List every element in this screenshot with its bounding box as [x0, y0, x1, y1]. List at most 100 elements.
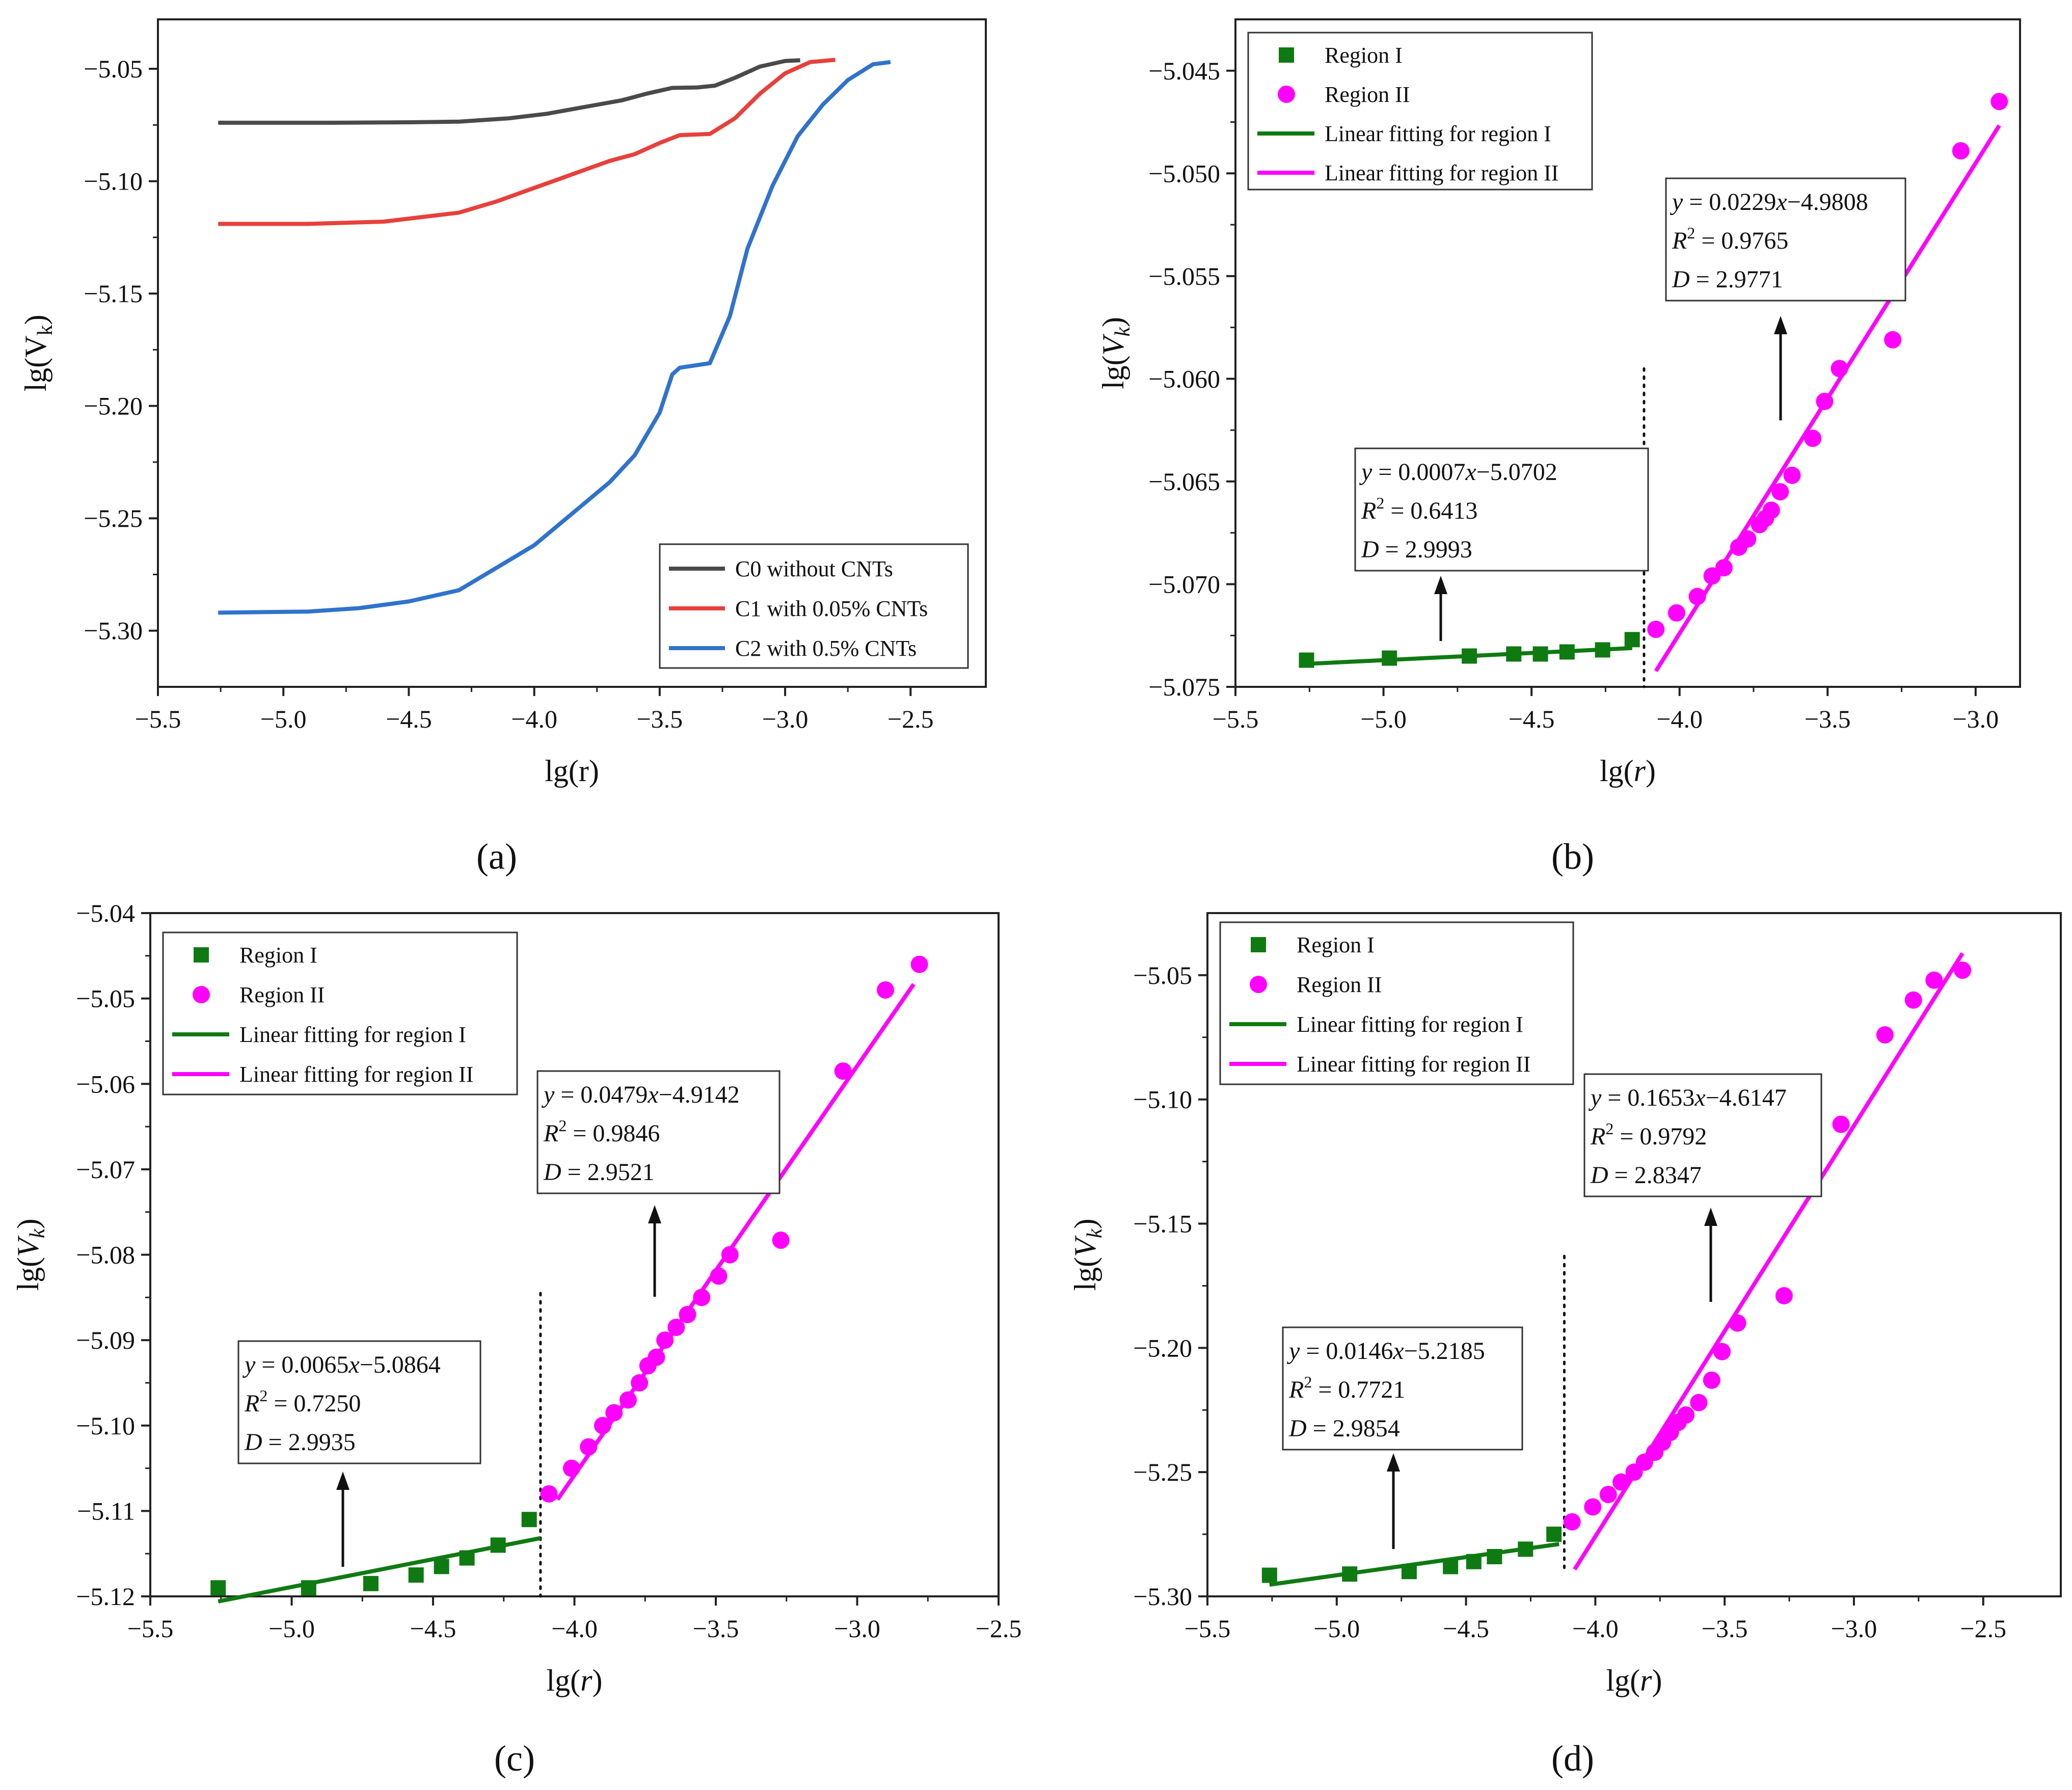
y-tick-label: −5.12 [76, 1582, 135, 1611]
x-tick-label: −3.5 [693, 1614, 739, 1643]
ann2-r-squared: R2 = 0.9765 [1672, 224, 1788, 254]
r2-sup: 2 [1304, 1373, 1312, 1391]
y-axis-label-var: V [1068, 1235, 1102, 1257]
eq-slope: = 0.0007 [1372, 459, 1465, 486]
eq-y: y [541, 1081, 555, 1108]
region1-point [1382, 650, 1397, 666]
ann2-box [1583, 1073, 1822, 1197]
y-tick-label: −5.065 [1148, 467, 1220, 496]
region2-point [1703, 1371, 1720, 1389]
ann1-r-squared: R2 = 0.7250 [244, 1386, 361, 1417]
region2-point [1884, 331, 1902, 349]
x-axis-label-post: ) [593, 1664, 603, 1697]
panel-caption-text: (b) [1551, 836, 1594, 877]
x-tick-label: −3.0 [762, 705, 809, 733]
x-tick-label: −4.0 [1572, 1614, 1619, 1643]
x-tick-label: −4.5 [386, 705, 432, 733]
series-line-1 [218, 58, 836, 226]
arrow1-head [1434, 576, 1447, 594]
legend-label-3: Linear fitting for region II [1325, 161, 1558, 185]
panel-caption: (c) [494, 1738, 535, 1779]
y-axis-label-close: ) [11, 1219, 45, 1229]
region2-point [1584, 1498, 1602, 1516]
d-var: D [543, 1159, 561, 1186]
ann2-box [536, 1070, 781, 1194]
x-tick-label: −2.5 [887, 705, 934, 733]
eq-slope: = 0.0479 [554, 1081, 648, 1108]
eq-y: y [1588, 1084, 1602, 1111]
x-tick-label: −5.5 [1185, 1614, 1231, 1643]
region1-point [490, 1537, 506, 1553]
d-var: D [1361, 536, 1379, 563]
x-tick-label: −5.0 [268, 1614, 315, 1643]
fit-line-region-1 [218, 1536, 541, 1604]
y-tick-label: −5.05 [84, 55, 143, 83]
region2-point [1688, 587, 1706, 605]
ann1-r-squared: R2 = 0.6413 [1361, 494, 1477, 524]
region2-point [679, 1305, 696, 1323]
region2-point [1771, 483, 1789, 501]
d-value: = 2.8347 [1608, 1162, 1702, 1189]
eq-slope: = 0.0229 [1683, 189, 1776, 216]
x-tick-label: −4.5 [1443, 1614, 1489, 1643]
y-axis-label-var: V [1096, 333, 1130, 355]
x-tick-label: −5.0 [1360, 705, 1407, 733]
r2-r: R [1672, 227, 1687, 254]
ann2-r-squared: R2 = 0.9792 [1590, 1119, 1707, 1150]
x-axis-label-pre: lg( [547, 1664, 581, 1697]
legend-label-2: Linear fitting for region I [1297, 1012, 1523, 1037]
legend-marker-circle [193, 986, 210, 1003]
r2-sup: 2 [259, 1386, 267, 1405]
region1-point [1462, 648, 1477, 664]
eq-slope: = 0.1653 [1601, 1084, 1694, 1111]
y-tick-label: −5.30 [1133, 1582, 1192, 1611]
eq-intercept: −4.6147 [1706, 1084, 1787, 1111]
region2-point [772, 1232, 790, 1249]
region2-point [1599, 1486, 1617, 1504]
y-tick-label: −5.060 [1148, 364, 1220, 393]
eq-x: x [1392, 1338, 1404, 1365]
x-tick-label: −5.5 [1213, 705, 1259, 733]
region2-point [1762, 501, 1780, 519]
x-tick-label: −3.0 [1952, 705, 1999, 733]
region2-point [910, 955, 928, 973]
legend-box [1247, 32, 1593, 191]
y-axis-label-var: V [11, 1235, 45, 1257]
plot-frame [1206, 912, 2062, 1597]
series-line-2 [218, 60, 891, 615]
region2-point [540, 1485, 558, 1503]
region1-point [1487, 1548, 1502, 1564]
legend-label-3: Linear fitting for region II [239, 1062, 473, 1087]
region1-point [1559, 644, 1575, 660]
eq-y: y [1670, 189, 1683, 216]
d-var: D [1288, 1415, 1307, 1442]
legend-label-2: C2 with 0.5% CNTs [735, 636, 917, 661]
x-tick-label: −4.0 [551, 1614, 598, 1643]
region2-point [693, 1289, 711, 1306]
region1-point [1466, 1554, 1482, 1569]
r2-value: = 0.7250 [267, 1390, 361, 1417]
r2-r: R [1361, 497, 1376, 524]
r2-value: = 0.6413 [1384, 497, 1477, 524]
x-axis-label: lg(r) [1600, 754, 1656, 788]
panel-caption: (d) [1551, 1738, 1594, 1779]
legend-label-3: Linear fitting for region II [1297, 1052, 1530, 1077]
region1-point [1624, 632, 1640, 648]
r2-value: = 0.9765 [1695, 227, 1788, 254]
x-tick-label: −3.0 [834, 1614, 880, 1643]
x-tick-label: −2.5 [976, 1614, 1022, 1643]
ann1-dimension: D = 2.9935 [244, 1429, 356, 1456]
eq-x: x [1694, 1084, 1705, 1111]
region2-point [834, 1062, 852, 1080]
y-tick-label: −5.045 [1148, 57, 1220, 85]
ann2-equation: y = 0.0479x−4.9142 [541, 1081, 740, 1108]
r2-value: = 0.7721 [1312, 1376, 1405, 1403]
region2-point [1831, 360, 1848, 378]
r2-sup: 2 [1376, 494, 1384, 512]
region2-point [1729, 1314, 1746, 1332]
region2-point [1783, 466, 1801, 484]
region2-point [594, 1417, 611, 1434]
y-axis-label-close: ) [19, 315, 52, 325]
legend-label-2: Linear fitting for region I [239, 1022, 466, 1047]
eq-intercept: −5.0702 [1476, 459, 1557, 486]
